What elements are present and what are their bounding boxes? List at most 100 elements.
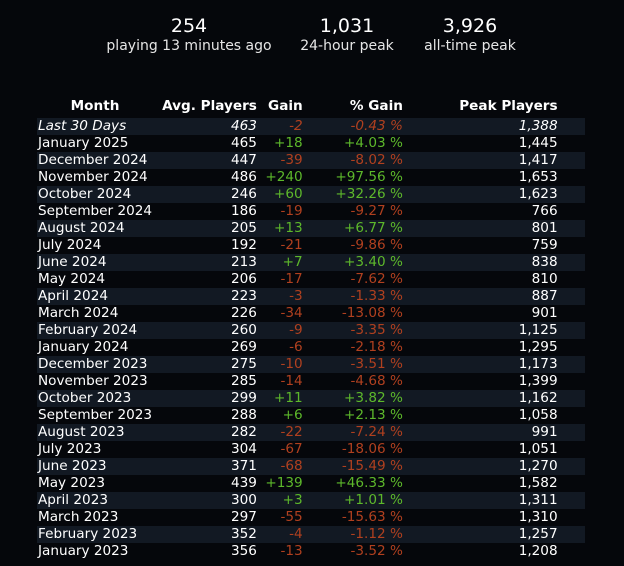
cell-month: January 2024: [38, 339, 129, 355]
cell-peak-players: 766: [531, 203, 558, 219]
cell-avg-players: 205: [230, 220, 257, 236]
table-row: March 2024 226 -34 -13.08 % 901: [37, 305, 585, 322]
cell-avg-players: 352: [230, 526, 257, 542]
cell-avg-players: 206: [230, 271, 257, 287]
cell-percent-gain: -3.52 %: [350, 543, 403, 559]
cell-avg-players: 192: [230, 237, 257, 253]
table-row: August 2023 282 -22 -7.24 % 991: [37, 424, 585, 441]
table-row: February 2023 352 -4 -1.12 % 1,257: [37, 526, 585, 543]
cell-percent-gain: +46.33 %: [335, 475, 403, 491]
cell-month: September 2023: [38, 407, 153, 423]
cell-gain: +3: [282, 492, 303, 508]
cell-month: December 2024: [38, 152, 148, 168]
cell-peak-players: 1,311: [518, 492, 558, 508]
cell-avg-players: 439: [230, 475, 257, 491]
cell-month: April 2024: [38, 288, 108, 304]
header-avg-players: Avg. Players: [162, 98, 257, 114]
monthly-players-table: Month Avg. Players Gain % Gain Peak Play…: [37, 94, 585, 560]
cell-month: January 2025: [38, 135, 129, 151]
cell-percent-gain: +4.03 %: [344, 135, 403, 151]
cell-avg-players: 269: [230, 339, 257, 355]
cell-month: May 2023: [38, 475, 106, 491]
header-percent-gain: % Gain: [349, 98, 403, 114]
cell-gain: -55: [280, 509, 303, 525]
cell-gain: +240: [265, 169, 303, 185]
cell-peak-players: 1,270: [518, 458, 558, 474]
cell-percent-gain: -9.86 %: [350, 237, 403, 253]
cell-percent-gain: -7.62 %: [350, 271, 403, 287]
cell-percent-gain: +97.56 %: [335, 169, 403, 185]
cell-month: December 2023: [38, 356, 148, 372]
cell-peak-players: 1,295: [518, 339, 558, 355]
cell-avg-players: 486: [230, 169, 257, 185]
cell-month: Last 30 Days: [38, 118, 127, 134]
cell-peak-players: 838: [531, 254, 558, 270]
cell-peak-players: 1,257: [518, 526, 558, 542]
cell-percent-gain: -7.24 %: [350, 424, 403, 440]
table-row: July 2023 304 -67 -18.06 % 1,051: [37, 441, 585, 458]
cell-percent-gain: +32.26 %: [335, 186, 403, 202]
table-row: June 2024 213 +7 +3.40 % 838: [37, 254, 585, 271]
cell-avg-players: 304: [230, 441, 257, 457]
table-row: January 2025 465 +18 +4.03 % 1,445: [37, 135, 585, 152]
cell-avg-players: 186: [230, 203, 257, 219]
cell-gain: +7: [282, 254, 303, 270]
cell-avg-players: 282: [230, 424, 257, 440]
table-row: May 2023 439 +139 +46.33 % 1,582: [37, 475, 585, 492]
cell-avg-players: 297: [230, 509, 257, 525]
cell-gain: -14: [280, 373, 303, 389]
cell-month: September 2024: [38, 203, 153, 219]
cell-peak-players: 1,582: [518, 475, 558, 491]
cell-peak-players: 1,653: [518, 169, 558, 185]
cell-avg-players: 246: [230, 186, 257, 202]
cell-gain: -17: [280, 271, 303, 287]
table-row: March 2023 297 -55 -15.63 % 1,310: [37, 509, 585, 526]
cell-gain: -6: [289, 339, 303, 355]
cell-peak-players: 1,417: [518, 152, 558, 168]
cell-month: February 2023: [38, 526, 138, 542]
cell-percent-gain: -3.51 %: [350, 356, 403, 372]
cell-peak-players: 1,125: [518, 322, 558, 338]
cell-gain: -67: [280, 441, 303, 457]
cell-month: March 2023: [38, 509, 119, 525]
cell-month: March 2024: [38, 305, 119, 321]
cell-month: July 2024: [38, 237, 102, 253]
cell-peak-players: 759: [531, 237, 558, 253]
cell-month: June 2023: [38, 458, 107, 474]
cell-month: October 2023: [38, 390, 132, 406]
cell-percent-gain: +3.82 %: [344, 390, 403, 406]
table-header-row: Month Avg. Players Gain % Gain Peak Play…: [37, 94, 585, 118]
cell-avg-players: 213: [230, 254, 257, 270]
cell-avg-players: 260: [230, 322, 257, 338]
table-row: August 2024 205 +13 +6.77 % 801: [37, 220, 585, 237]
table-row: April 2023 300 +3 +1.01 % 1,311: [37, 492, 585, 509]
cell-month: July 2023: [38, 441, 102, 457]
cell-month: February 2024: [38, 322, 138, 338]
cell-peak-players: 1,399: [518, 373, 558, 389]
all-time-peak-stat: 3,926 all-time peak: [424, 14, 516, 54]
cell-percent-gain: +1.01 %: [344, 492, 403, 508]
cell-gain: +6: [282, 407, 303, 423]
cell-peak-players: 1,058: [518, 407, 558, 423]
cell-avg-players: 285: [230, 373, 257, 389]
cell-avg-players: 226: [230, 305, 257, 321]
cell-peak-players: 1,051: [518, 441, 558, 457]
table-row: September 2023 288 +6 +2.13 % 1,058: [37, 407, 585, 424]
cell-peak-players: 801: [531, 220, 558, 236]
cell-percent-gain: -1.12 %: [350, 526, 403, 542]
cell-month: June 2024: [38, 254, 107, 270]
cell-gain: +18: [274, 135, 303, 151]
cell-gain: -39: [280, 152, 303, 168]
table-row: January 2024 269 -6 -2.18 % 1,295: [37, 339, 585, 356]
table-row: October 2024 246 +60 +32.26 % 1,623: [37, 186, 585, 203]
cell-peak-players: 1,445: [518, 135, 558, 151]
cell-gain: -34: [280, 305, 303, 321]
cell-percent-gain: -15.49 %: [341, 458, 403, 474]
cell-month: August 2023: [38, 424, 125, 440]
stat-value: 3,926: [442, 15, 498, 37]
cell-gain: -22: [280, 424, 303, 440]
cell-gain: -2: [289, 118, 303, 134]
cell-month: May 2024: [38, 271, 106, 287]
table-row: October 2023 299 +11 +3.82 % 1,162: [37, 390, 585, 407]
cell-percent-gain: -13.08 %: [341, 305, 403, 321]
